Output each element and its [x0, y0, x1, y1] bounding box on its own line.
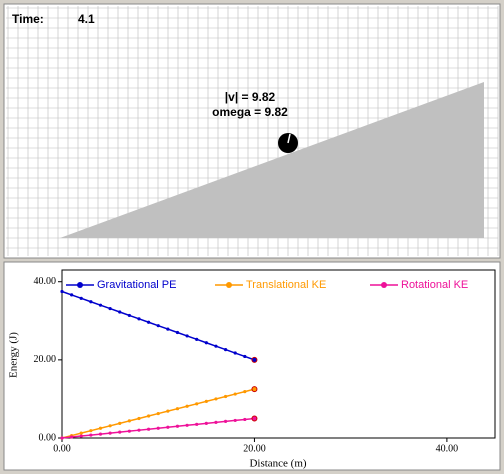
y-axis-label: Energy (J)	[8, 332, 20, 378]
legend-marker	[381, 282, 387, 288]
data-point	[243, 355, 246, 358]
data-point	[224, 395, 227, 398]
data-point	[89, 429, 92, 432]
data-point	[157, 427, 160, 430]
data-point	[157, 324, 160, 327]
data-point	[109, 307, 112, 310]
data-point	[157, 412, 160, 415]
legend-label: Rotational KE	[401, 279, 468, 291]
data-point	[137, 429, 140, 432]
data-point	[195, 402, 198, 405]
data-point	[224, 348, 227, 351]
data-point	[234, 419, 237, 422]
data-point	[185, 334, 188, 337]
data-point	[234, 351, 237, 354]
data-point	[205, 400, 208, 403]
app: Time: 4.1 |v| = 9.82 omega = 9.82 Distan…	[0, 0, 504, 474]
data-point	[176, 407, 179, 410]
data-point	[137, 417, 140, 420]
x-tick-label: 40.00	[436, 443, 459, 454]
data-point	[252, 416, 257, 421]
data-point	[176, 331, 179, 334]
data-point	[80, 297, 83, 300]
legend-marker	[77, 282, 83, 288]
data-point	[89, 433, 92, 436]
data-point	[224, 420, 227, 423]
data-point	[109, 432, 112, 435]
data-point	[195, 423, 198, 426]
data-point	[243, 418, 246, 421]
data-point	[252, 387, 257, 392]
data-point	[147, 428, 150, 431]
time-label: Time:	[12, 12, 44, 26]
data-point	[99, 427, 102, 430]
x-tick-label: 20.00	[243, 443, 266, 454]
legend-label: Gravitational PE	[97, 279, 176, 291]
data-point	[147, 321, 150, 324]
data-point	[128, 419, 131, 422]
data-point	[176, 425, 179, 428]
data-point	[205, 422, 208, 425]
legend-label: Translational KE	[246, 279, 326, 291]
data-point	[214, 397, 217, 400]
data-point	[128, 314, 131, 317]
time-value: 4.1	[78, 12, 95, 26]
data-point	[128, 430, 131, 433]
data-point	[166, 426, 169, 429]
x-tick-label: 0.00	[53, 443, 71, 454]
data-point	[109, 424, 112, 427]
y-tick-label: 0.00	[39, 432, 57, 443]
data-point	[80, 434, 83, 437]
y-tick-label: 20.00	[34, 354, 57, 365]
data-point	[89, 300, 92, 303]
data-point	[118, 431, 121, 434]
data-point	[99, 304, 102, 307]
data-point	[118, 310, 121, 313]
chart-panel	[4, 262, 500, 470]
data-point	[147, 414, 150, 417]
data-point	[60, 436, 63, 439]
data-point	[60, 290, 63, 293]
data-point	[166, 410, 169, 413]
data-point	[70, 293, 73, 296]
data-point	[185, 424, 188, 427]
data-point	[252, 357, 257, 362]
data-point	[214, 345, 217, 348]
legend-marker	[226, 282, 232, 288]
data-point	[70, 435, 73, 438]
data-point	[214, 421, 217, 424]
y-tick-label: 40.00	[34, 276, 57, 287]
velocity-text: |v| = 9.82	[225, 90, 276, 104]
data-point	[99, 432, 102, 435]
data-point	[118, 422, 121, 425]
data-point	[234, 392, 237, 395]
data-point	[80, 432, 83, 435]
data-point	[205, 341, 208, 344]
x-axis-label: Distance (m)	[249, 458, 306, 470]
data-point	[185, 405, 188, 408]
data-point	[166, 327, 169, 330]
data-point	[137, 317, 140, 320]
data-point	[195, 338, 198, 341]
data-point	[243, 390, 246, 393]
omega-text: omega = 9.82	[212, 105, 288, 119]
